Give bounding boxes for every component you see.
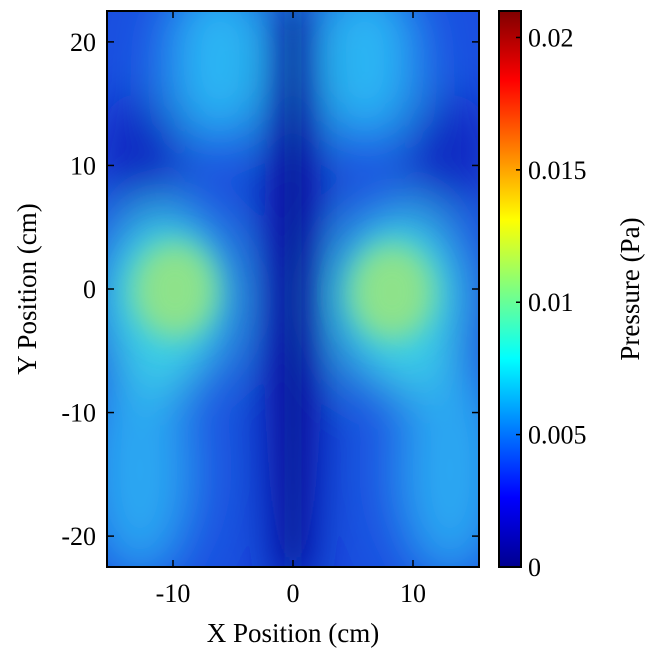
lower-left-lobe — [107, 360, 195, 567]
heatmap-field — [107, 11, 479, 567]
right-peak — [350, 244, 434, 340]
colorbar-tick-label: 0.005 — [528, 421, 587, 450]
colorbar-frame — [498, 10, 522, 568]
y-axis-ticks: 20 10 0 -10 -20 — [61, 28, 479, 551]
colorbar — [499, 11, 521, 567]
left-peak — [133, 242, 217, 338]
upper-left-dark — [107, 95, 185, 205]
central-core — [282, 11, 304, 567]
y-tick-label: 10 — [70, 151, 96, 180]
colorbar-tick-label: 0.02 — [528, 23, 574, 52]
x-axis-ticks: -10 0 10 — [156, 11, 426, 608]
y-tick-label: 20 — [70, 28, 96, 57]
y-axis-title: Y Position (cm) — [12, 203, 42, 375]
lower-right-lobe — [395, 360, 479, 567]
colorbar-tick-label: 0.01 — [528, 288, 574, 317]
colorbar-tick-label: 0.015 — [528, 156, 587, 185]
colorbar-tick-label: 0 — [528, 553, 541, 582]
y-tick-label: -20 — [61, 522, 96, 551]
y-tick-label: -10 — [61, 399, 96, 428]
x-tick-label: 10 — [400, 579, 426, 608]
upper-right-lobe — [310, 11, 420, 145]
y-tick-label: 0 — [83, 275, 96, 304]
x-tick-label: -10 — [156, 579, 191, 608]
x-tick-label: 0 — [287, 579, 300, 608]
upper-right-dark — [405, 95, 479, 205]
upper-left-lobe — [165, 11, 275, 145]
colorbar-title: Pressure (Pa) — [615, 217, 645, 360]
x-axis-title: X Position (cm) — [207, 618, 380, 648]
colorbar-ticks: 0 0.005 0.01 0.015 0.02 — [516, 23, 587, 582]
